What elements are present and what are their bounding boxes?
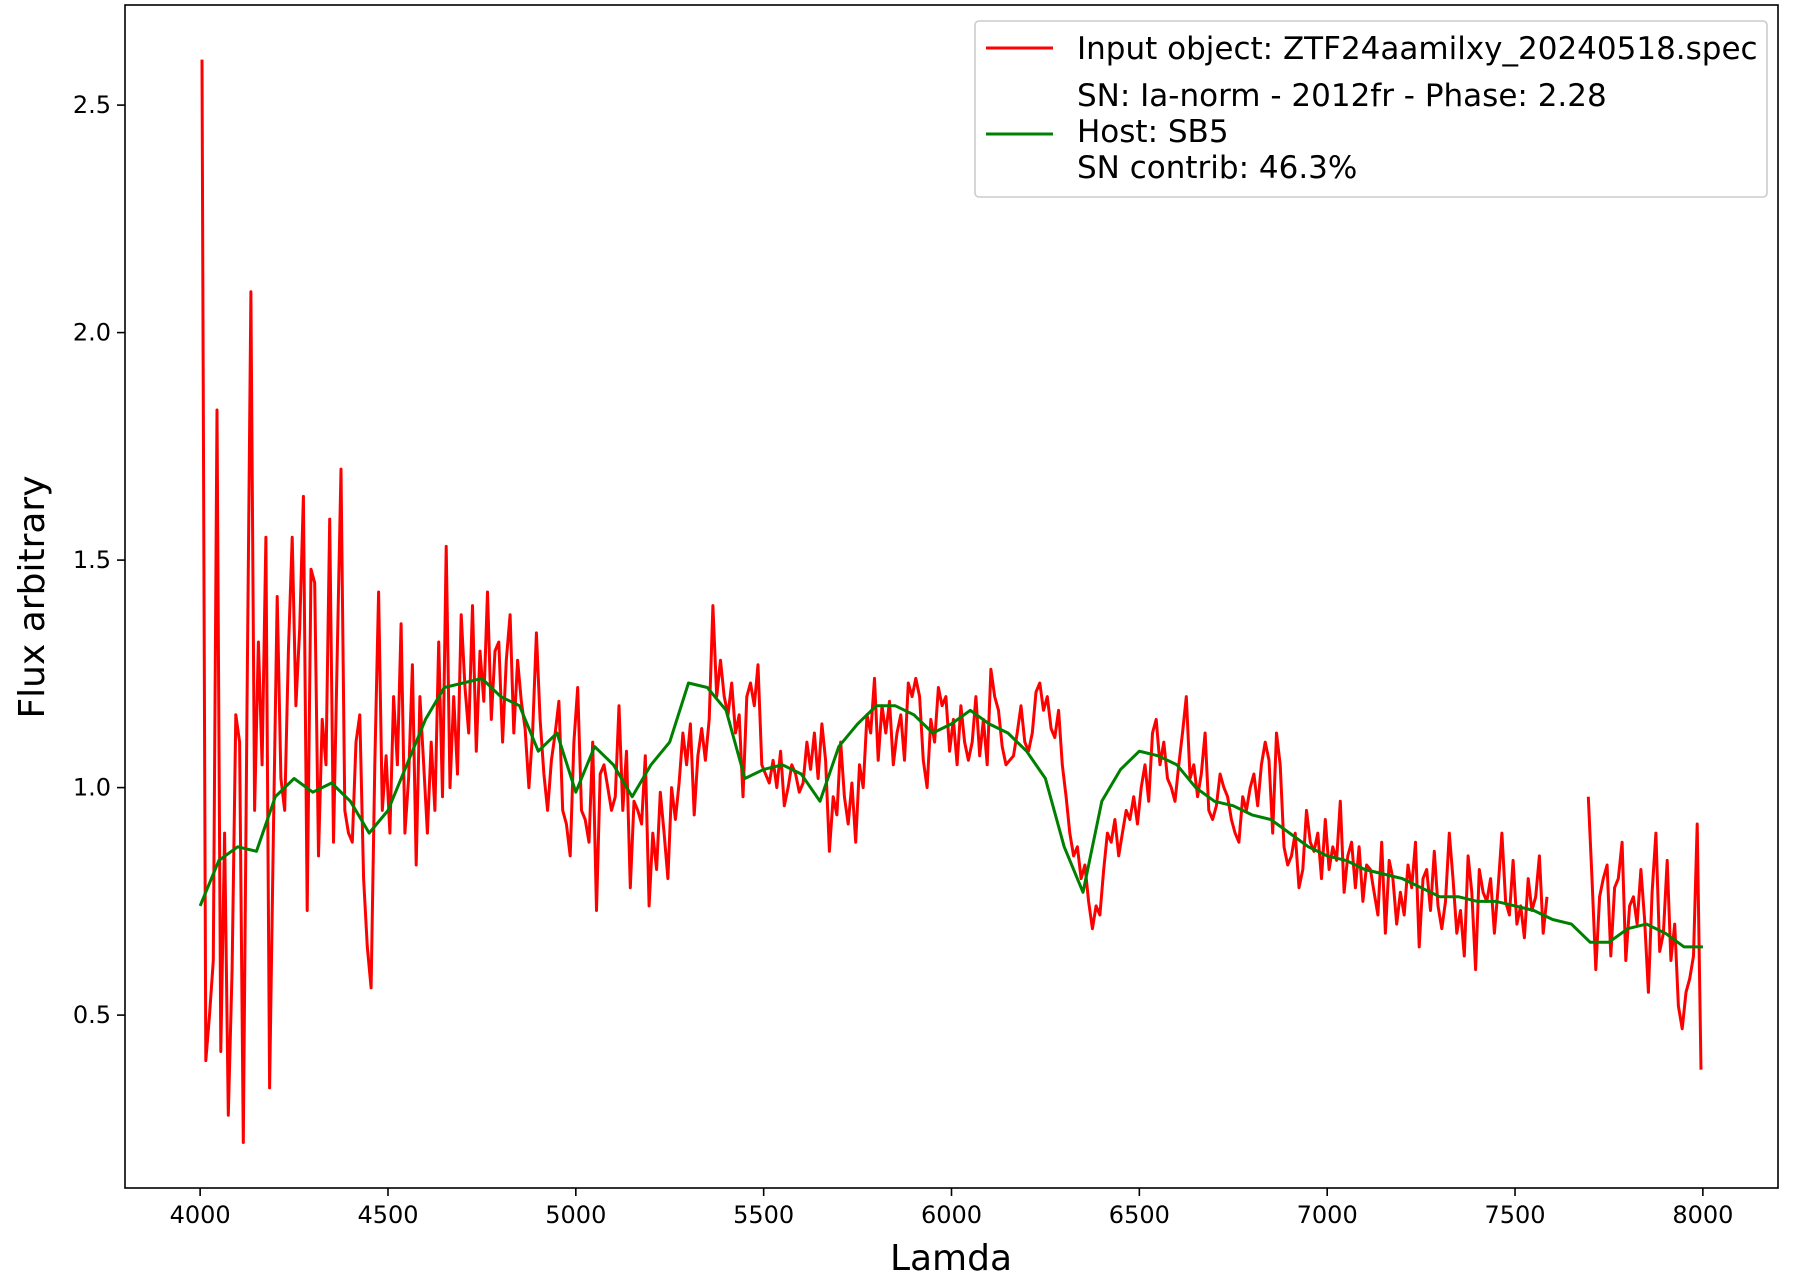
series-input-line-segment-1 (200, 59, 1549, 1144)
series-host-line (198, 676, 1703, 949)
legend-label-input: Input object: ZTF24aamilxy_20240518.spec (1077, 31, 1758, 67)
y-tick-label: 1.5 (73, 546, 111, 574)
y-tick-label: 1.0 (73, 774, 111, 802)
x-tick-label: 7500 (1484, 1201, 1545, 1229)
y-axis-title: Flux arbitrary (12, 475, 53, 718)
x-axis-title: Lamda (890, 1238, 1012, 1279)
x-tick-label: 6500 (1109, 1201, 1170, 1229)
x-tick-label: 8000 (1672, 1201, 1733, 1229)
x-tick-label: 4000 (170, 1201, 231, 1229)
legend-frame (974, 20, 1768, 198)
y-tick-label: 2.0 (73, 319, 111, 347)
legend: Input object: ZTF24aamilxy_20240518.spec… (974, 20, 1768, 198)
legend-label-sn: SN: Ia-norm - 2012fr - Phase: 2.28 (1077, 78, 1607, 114)
x-tick-label: 5000 (545, 1201, 606, 1229)
series-input-line-segment-2 (1586, 796, 1703, 1070)
legend-label-contrib: SN contrib: 46.3% (1077, 150, 1357, 186)
y-tick-label: 0.5 (73, 1001, 111, 1029)
legend-label-host: Host: SB5 (1077, 114, 1229, 150)
tick-layer: 4000 4500 5000 5500 6000 6500 7000 7500 8000 0.5 1… (73, 91, 1734, 1229)
x-tick-label: 6000 (921, 1201, 982, 1229)
x-tick-label: 7000 (1297, 1201, 1358, 1229)
y-tick-label: 2.5 (73, 91, 111, 119)
x-tick-label: 5500 (733, 1201, 794, 1229)
series-layer (198, 59, 1703, 1144)
x-tick-label: 4500 (357, 1201, 418, 1229)
